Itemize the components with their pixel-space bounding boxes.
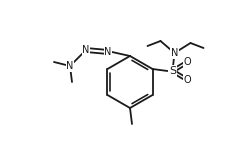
Text: O: O bbox=[184, 57, 191, 67]
Text: O: O bbox=[184, 75, 191, 85]
Text: N: N bbox=[104, 47, 112, 57]
Text: S: S bbox=[169, 66, 176, 76]
Text: N: N bbox=[82, 45, 90, 55]
Text: N: N bbox=[171, 48, 178, 58]
Text: N: N bbox=[66, 61, 74, 71]
